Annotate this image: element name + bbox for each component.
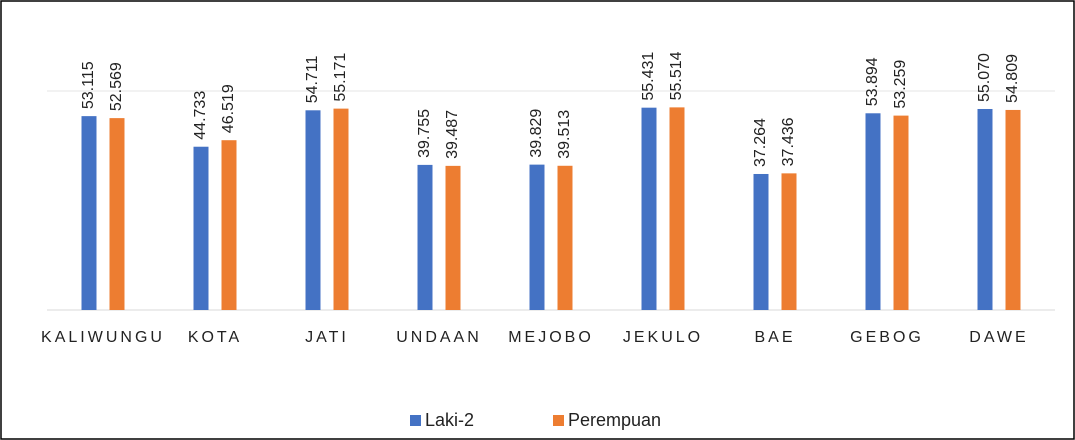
x-tick-label: JATI	[305, 329, 349, 346]
bar	[109, 118, 125, 310]
data-label: 37.436	[780, 117, 797, 166]
bar	[557, 165, 573, 310]
x-tick-label: GEBOG	[850, 329, 924, 346]
data-label: 54.809	[1004, 54, 1021, 103]
data-label: 55.514	[668, 51, 685, 100]
legend-label: Perempuan	[568, 410, 661, 430]
x-tick-label: JEKULO	[623, 329, 703, 346]
bar	[445, 165, 461, 310]
x-tick-label: BAE	[754, 329, 795, 346]
x-tick-label: DAWE	[969, 329, 1028, 346]
data-label: 54.711	[304, 55, 321, 103]
bar	[1005, 109, 1021, 311]
data-label: 53.894	[864, 57, 881, 106]
x-tick-label: KALIWUNGU	[41, 329, 165, 346]
x-tick-label: MEJOBO	[508, 329, 594, 346]
bar	[221, 140, 237, 310]
bar	[753, 173, 769, 310]
bar	[333, 108, 349, 310]
data-label: 53.259	[892, 60, 909, 109]
bar	[865, 113, 881, 311]
bar	[977, 108, 993, 310]
legend-swatch	[410, 415, 421, 426]
data-label: 37.264	[752, 118, 769, 167]
x-tick-label: UNDAAN	[396, 329, 482, 346]
data-label: 39.487	[444, 110, 461, 159]
bar	[529, 164, 545, 310]
data-label: 52.569	[108, 62, 125, 111]
data-label: 44.733	[192, 91, 209, 140]
legend-label: Laki-2	[425, 410, 474, 430]
data-label: 39.829	[528, 109, 545, 158]
data-label: 55.431	[640, 52, 657, 101]
data-label: 46.519	[220, 84, 237, 133]
data-label: 53.115	[80, 61, 97, 109]
bar	[781, 173, 797, 310]
bar	[193, 146, 209, 310]
bar	[81, 116, 97, 310]
bar	[669, 107, 685, 310]
data-label: 39.513	[556, 110, 573, 159]
bar	[893, 115, 909, 311]
bar	[305, 110, 321, 311]
data-label: 39.755	[416, 109, 433, 158]
legend-swatch	[553, 415, 564, 426]
data-label: 55.171	[332, 53, 349, 102]
data-label: 55.070	[976, 53, 993, 102]
bar	[417, 164, 433, 310]
bar	[641, 107, 657, 310]
x-tick-label: KOTA	[188, 329, 242, 346]
